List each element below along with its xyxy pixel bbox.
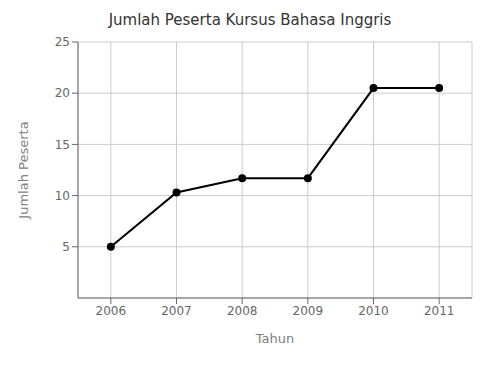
svg-text:Tahun: Tahun <box>255 331 294 346</box>
svg-text:Jumlah Peserta: Jumlah Peserta <box>16 121 31 219</box>
svg-text:2008: 2008 <box>227 304 258 318</box>
svg-text:15: 15 <box>55 138 70 152</box>
svg-text:10: 10 <box>55 189 70 203</box>
svg-text:25: 25 <box>55 35 70 49</box>
svg-text:2007: 2007 <box>161 304 192 318</box>
svg-text:2010: 2010 <box>358 304 389 318</box>
svg-text:5: 5 <box>62 240 70 254</box>
svg-text:2006: 2006 <box>96 304 127 318</box>
svg-text:20: 20 <box>55 86 70 100</box>
svg-text:2009: 2009 <box>293 304 324 318</box>
svg-text:2011: 2011 <box>424 304 455 318</box>
html-text:Jumlah Peserta Kursus Bahasa I: Jumlah Peserta Kursus Bahasa Inggris <box>108 11 392 29</box>
